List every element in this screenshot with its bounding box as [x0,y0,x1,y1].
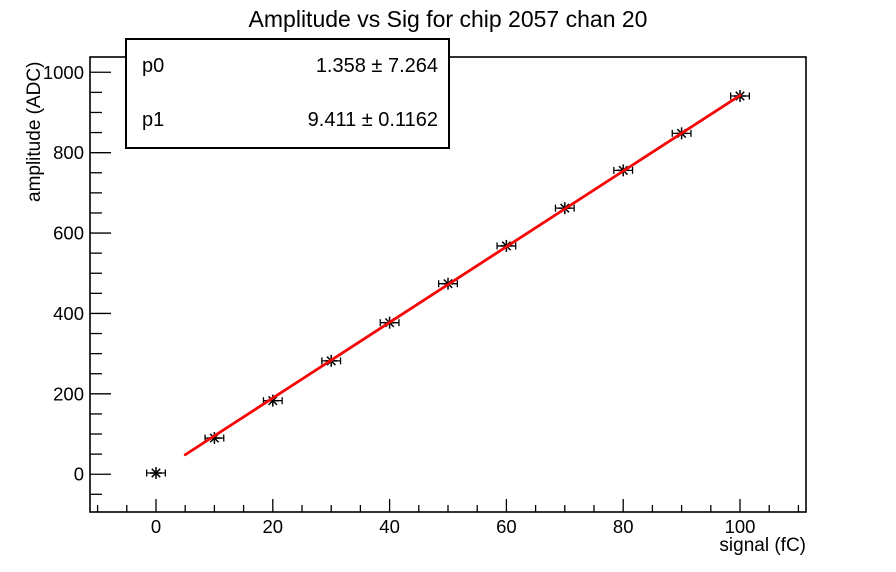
y-axis-title: amplitude (ADC) [24,61,45,202]
stats-row-p1: p1 9.411 ± 0.1162 [127,94,448,148]
x-tick-label: 100 [725,516,756,537]
x-tick-label: 20 [263,516,284,537]
plot-title: Amplitude vs Sig for chip 2057 chan 20 [248,6,648,32]
y-tick-label: 800 [53,142,84,163]
stats-p0-label: p0 [142,55,165,78]
y-tick-label: 1000 [43,62,84,83]
stats-p1-value: 9.411 ± 0.1162 [307,108,438,131]
fit-line [183,94,742,457]
x-axis: 0 20 40 60 80 100 [96,499,800,537]
marker-stroke [151,468,161,478]
y-tick-label: 0 [74,464,84,485]
stats-p0-value: 1.358 ± 7.264 [315,55,438,78]
stats-row-p0: p0 1.358 ± 7.264 [127,40,448,94]
data-point [204,432,225,445]
x-tick-label: 0 [151,516,161,537]
y-tick-label: 600 [53,223,84,244]
stats-p1-label: p1 [142,108,165,131]
x-tick-label: 60 [496,516,517,537]
x-axis-title: signal (fC) [719,535,806,556]
y-tick-label: 400 [53,303,84,324]
fit-line-segment [183,94,742,457]
data-point [145,467,166,480]
x-tick-label: 80 [613,516,634,537]
x-tick-label: 40 [379,516,400,537]
y-tick-label: 200 [53,383,84,404]
fit-stats-box: p0 1.358 ± 7.264 p1 9.411 ± 0.1162 [125,38,450,149]
y-axis: 0 200 400 600 800 1000 [43,62,111,495]
